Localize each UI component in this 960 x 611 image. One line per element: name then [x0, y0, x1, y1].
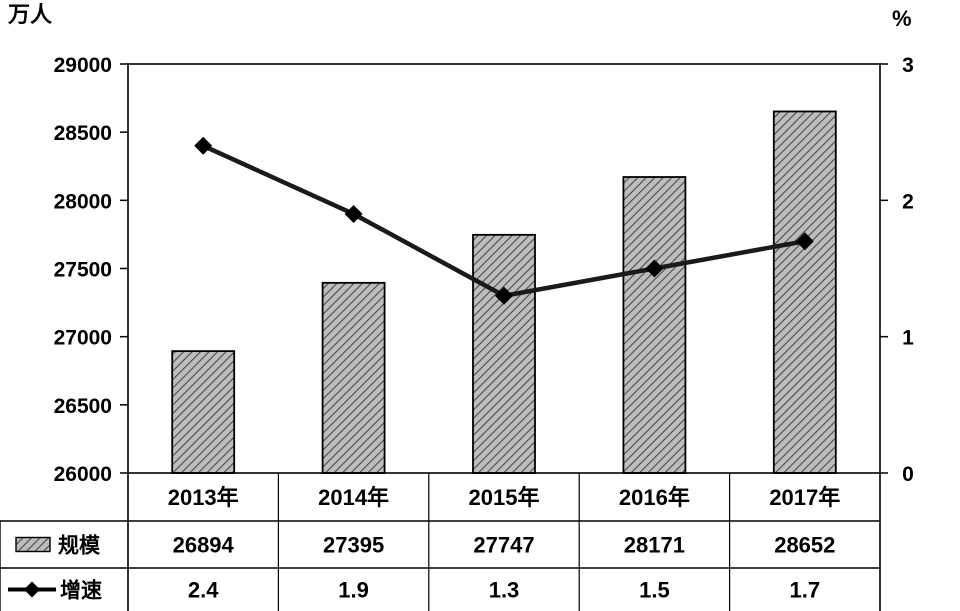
left-tick-label: 28500	[54, 122, 112, 145]
right-axis-unit: %	[892, 6, 912, 31]
bar	[774, 111, 836, 473]
right-tick-label: 0	[902, 463, 914, 486]
bar	[623, 177, 685, 473]
category-label: 2013年	[168, 485, 239, 510]
category-label: 2014年	[318, 485, 389, 510]
data-value: 2.4	[188, 578, 219, 603]
category-label: 2017年	[769, 485, 840, 510]
legend-bar-swatch	[16, 538, 50, 552]
left-tick-label: 29000	[54, 54, 112, 77]
right-tick-label: 2	[902, 190, 914, 213]
legend-label: 增速	[60, 579, 102, 603]
line-point	[194, 137, 212, 155]
left-axis-unit: 万人	[7, 2, 52, 27]
line-point	[345, 205, 363, 223]
legend-line-marker	[24, 582, 40, 598]
category-label: 2015年	[469, 485, 540, 510]
left-tick-label: 26500	[54, 395, 112, 418]
bar	[473, 235, 535, 473]
left-tick-label: 28000	[54, 190, 112, 213]
category-label: 2016年	[619, 485, 690, 510]
data-value: 27395	[323, 533, 384, 558]
right-axis: 0 1 2 3	[880, 54, 914, 486]
data-value: 28652	[774, 533, 835, 558]
data-value: 1.5	[639, 578, 670, 603]
data-value: 1.7	[790, 578, 821, 603]
data-value: 26894	[173, 533, 235, 558]
data-value: 1.9	[338, 578, 369, 603]
data-value: 1.3	[489, 578, 520, 603]
left-axis: 26000 26500 27000 27500 28000 28500 29000	[54, 54, 128, 486]
legend-label: 规模	[58, 534, 101, 558]
data-value: 27747	[473, 533, 534, 558]
left-tick-label: 26000	[54, 463, 112, 486]
data-table: 2013年 2014年 2015年 2016年 2017年 26894 27395 27747…	[0, 473, 880, 611]
right-tick-label: 1	[902, 327, 914, 350]
left-tick-label: 27500	[54, 259, 112, 282]
bar	[172, 351, 234, 473]
data-value: 28171	[624, 533, 685, 558]
bar	[323, 283, 385, 473]
right-tick-label: 3	[902, 54, 914, 77]
left-tick-label: 27000	[54, 327, 112, 350]
